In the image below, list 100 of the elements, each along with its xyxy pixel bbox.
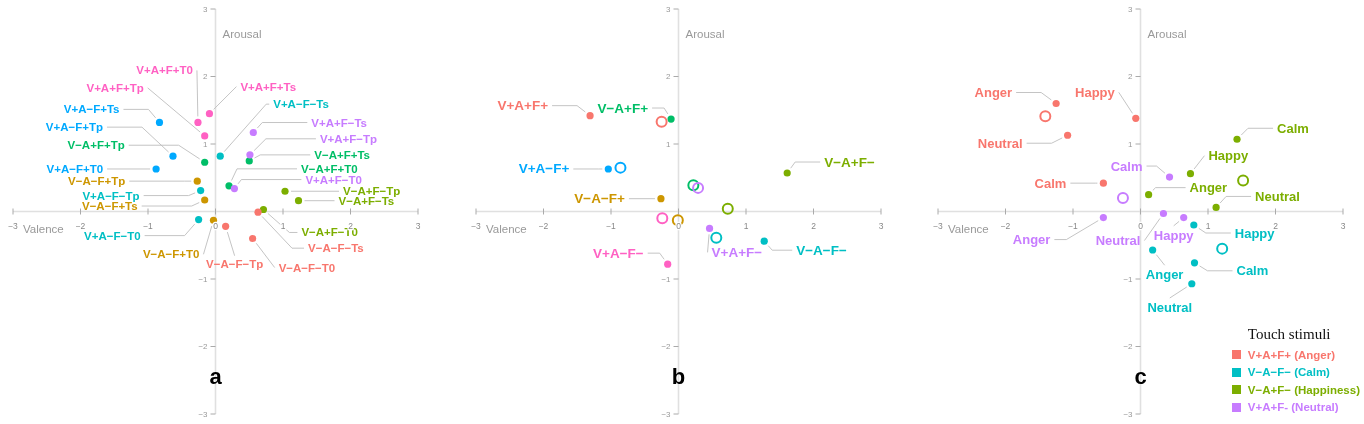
- y-tick-label: 1: [666, 139, 672, 149]
- y-tick-label: 2: [666, 72, 672, 81]
- y-tick-label: 3: [666, 4, 672, 14]
- point: [201, 158, 209, 166]
- y-tick-label: −3: [1123, 409, 1134, 419]
- point: [783, 169, 791, 177]
- point: [249, 128, 257, 137]
- x-tick-label: 1: [1205, 220, 1211, 231]
- annotation: Calm: [1236, 263, 1269, 279]
- point: [1180, 213, 1188, 222]
- annotation: V+A−F−: [593, 245, 644, 261]
- annotation: V−A+F+Tp: [67, 139, 125, 152]
- annotation: V−A−F−T0: [278, 261, 336, 274]
- x-tick-label: 2: [348, 220, 354, 231]
- annotation: b: [671, 364, 686, 389]
- annotation: V+A−F−Tp: [82, 189, 140, 202]
- x-tick-label: 0: [1138, 220, 1144, 231]
- legend-label: V+A+F+ (Anger): [1247, 348, 1336, 361]
- annotation: Anger: [1012, 232, 1051, 248]
- annotation: V+A+F+Tp: [86, 81, 144, 94]
- x-tick-label: −3: [933, 220, 944, 231]
- y-tick-label: −3: [661, 409, 672, 419]
- annotation: V+A−F−T0: [84, 229, 141, 242]
- annotation: V+A+F+T0: [136, 64, 193, 77]
- point: [664, 260, 672, 268]
- x-axis-title: Valence: [948, 222, 989, 235]
- point: [193, 177, 201, 185]
- annotation: Neutral: [977, 135, 1023, 151]
- annotation: V−A+F+Ts: [314, 148, 370, 161]
- point: [604, 165, 612, 173]
- annotation: V−A−F+: [574, 191, 626, 207]
- y-axis-title: Arousal: [685, 28, 725, 40]
- annotation: a: [209, 364, 223, 389]
- legend-label: V−A−F− (Calm): [1247, 366, 1330, 379]
- x-tick-label: 1: [280, 220, 286, 231]
- point: [152, 165, 160, 173]
- y-tick-label: 2: [1128, 72, 1134, 81]
- x-tick-label: 2: [811, 220, 817, 231]
- point: [222, 222, 230, 230]
- annotation: V+A−F−Ts: [273, 98, 329, 111]
- y-tick-label: −2: [661, 342, 672, 351]
- annotation: Neutral: [1095, 233, 1141, 249]
- x-axis-title: Valence: [23, 222, 64, 235]
- point: [230, 184, 238, 193]
- y-tick-label: −2: [1123, 342, 1134, 351]
- y-tick-label: −3: [198, 409, 209, 419]
- point: [705, 224, 714, 232]
- annotation: V+A−F+Ts: [63, 103, 120, 116]
- annotation: V−A−F+Tp: [68, 175, 126, 188]
- y-tick-label: 2: [203, 72, 209, 81]
- point: [254, 208, 262, 216]
- x-tick-label: −2: [538, 220, 549, 231]
- y-tick-label: −1: [1123, 274, 1134, 284]
- annotation: Anger: [1189, 180, 1228, 196]
- point: [216, 152, 224, 160]
- annotation: V+A+F+: [497, 98, 549, 114]
- annotation: c: [1134, 364, 1147, 389]
- annotation: Calm: [1034, 175, 1067, 191]
- point: [1145, 191, 1153, 199]
- legend-label: V−A+F− (Happiness): [1247, 383, 1360, 396]
- y-tick-label: 3: [203, 4, 209, 14]
- point: [1159, 209, 1168, 218]
- point: [194, 118, 202, 126]
- x-tick-label: −1: [143, 220, 154, 231]
- annotation: Neutral: [1255, 188, 1300, 204]
- annotation: Calm: [1110, 158, 1143, 174]
- x-tick-label: 3: [1340, 220, 1346, 231]
- legend-label: V+A+F- (Neutral): [1247, 401, 1339, 414]
- annotation: Happy: [1075, 84, 1116, 100]
- point: [760, 237, 768, 245]
- point: [1165, 173, 1174, 181]
- x-axis-title: Valence: [486, 222, 527, 235]
- x-tick-label: 0: [213, 220, 219, 231]
- point: [1212, 203, 1220, 212]
- x-tick-label: 3: [878, 220, 884, 231]
- annotation: V+A+F−Ts: [311, 116, 368, 129]
- point: [205, 110, 214, 118]
- annotation: V−A−F+T0: [142, 248, 200, 261]
- point: [1052, 99, 1060, 108]
- annotation: V−A+F−Tp: [343, 185, 401, 198]
- point: [1190, 221, 1198, 229]
- point: [667, 115, 675, 123]
- point: [1190, 259, 1199, 267]
- y-tick-label: 1: [1128, 139, 1134, 149]
- x-tick-label: −2: [75, 220, 86, 231]
- annotation: Anger: [1145, 267, 1184, 283]
- point: [1149, 246, 1157, 254]
- legend-title: Touch stimuli: [1247, 326, 1332, 343]
- annotation: V−A+F−: [824, 154, 875, 170]
- point: [169, 152, 177, 160]
- annotation: V+A+F+Ts: [240, 80, 297, 93]
- annotation: V+A+F−Tp: [319, 132, 378, 145]
- point: [259, 205, 268, 214]
- annotation: Calm: [1277, 120, 1309, 136]
- annotation: V+A+F−T0: [305, 173, 362, 186]
- x-tick-label: 2: [1273, 220, 1279, 231]
- annotation: Happy: [1153, 228, 1195, 244]
- annotation: V+A+F−: [711, 244, 763, 260]
- x-tick-label: 0: [676, 220, 682, 231]
- point: [1132, 114, 1140, 122]
